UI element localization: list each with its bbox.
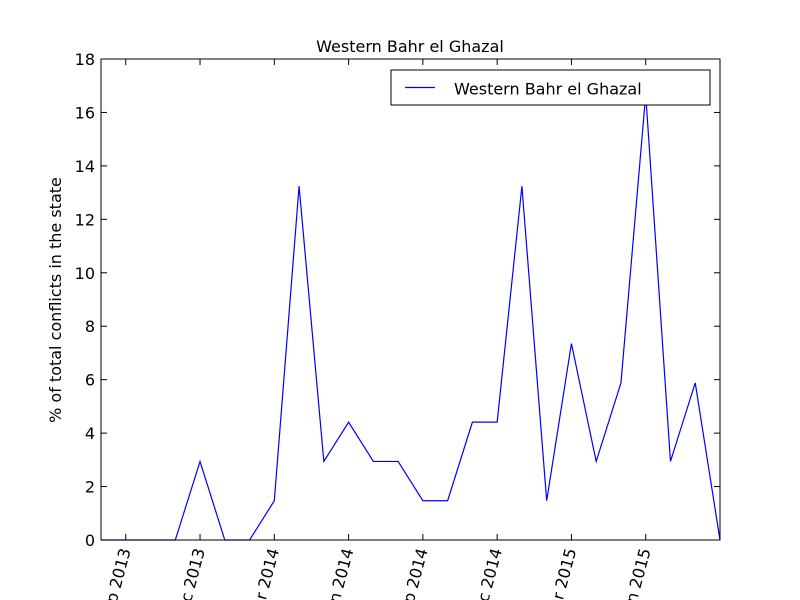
y-tick-label: 4 — [85, 424, 95, 443]
y-axis-label: % of total conflicts in the state — [46, 177, 65, 423]
chart-title: Western Bahr el Ghazal — [316, 37, 504, 56]
legend-label: Western Bahr el Ghazal — [454, 80, 642, 99]
y-tick-label: 10 — [75, 264, 95, 283]
y-tick-label: 2 — [85, 478, 95, 497]
data-line — [101, 94, 721, 541]
y-tick-label: 12 — [75, 210, 95, 229]
y-tick-label: 18 — [75, 50, 95, 69]
plot-frame — [100, 58, 721, 541]
legend: Western Bahr el Ghazal — [390, 69, 711, 106]
y-tick-label: 0 — [85, 531, 95, 550]
y-tick-label: 14 — [75, 157, 95, 176]
legend-box — [390, 69, 711, 106]
y-tick-label: 6 — [85, 371, 95, 390]
y-tick-label: 16 — [75, 103, 95, 122]
y-tick-label: 8 — [85, 317, 95, 336]
